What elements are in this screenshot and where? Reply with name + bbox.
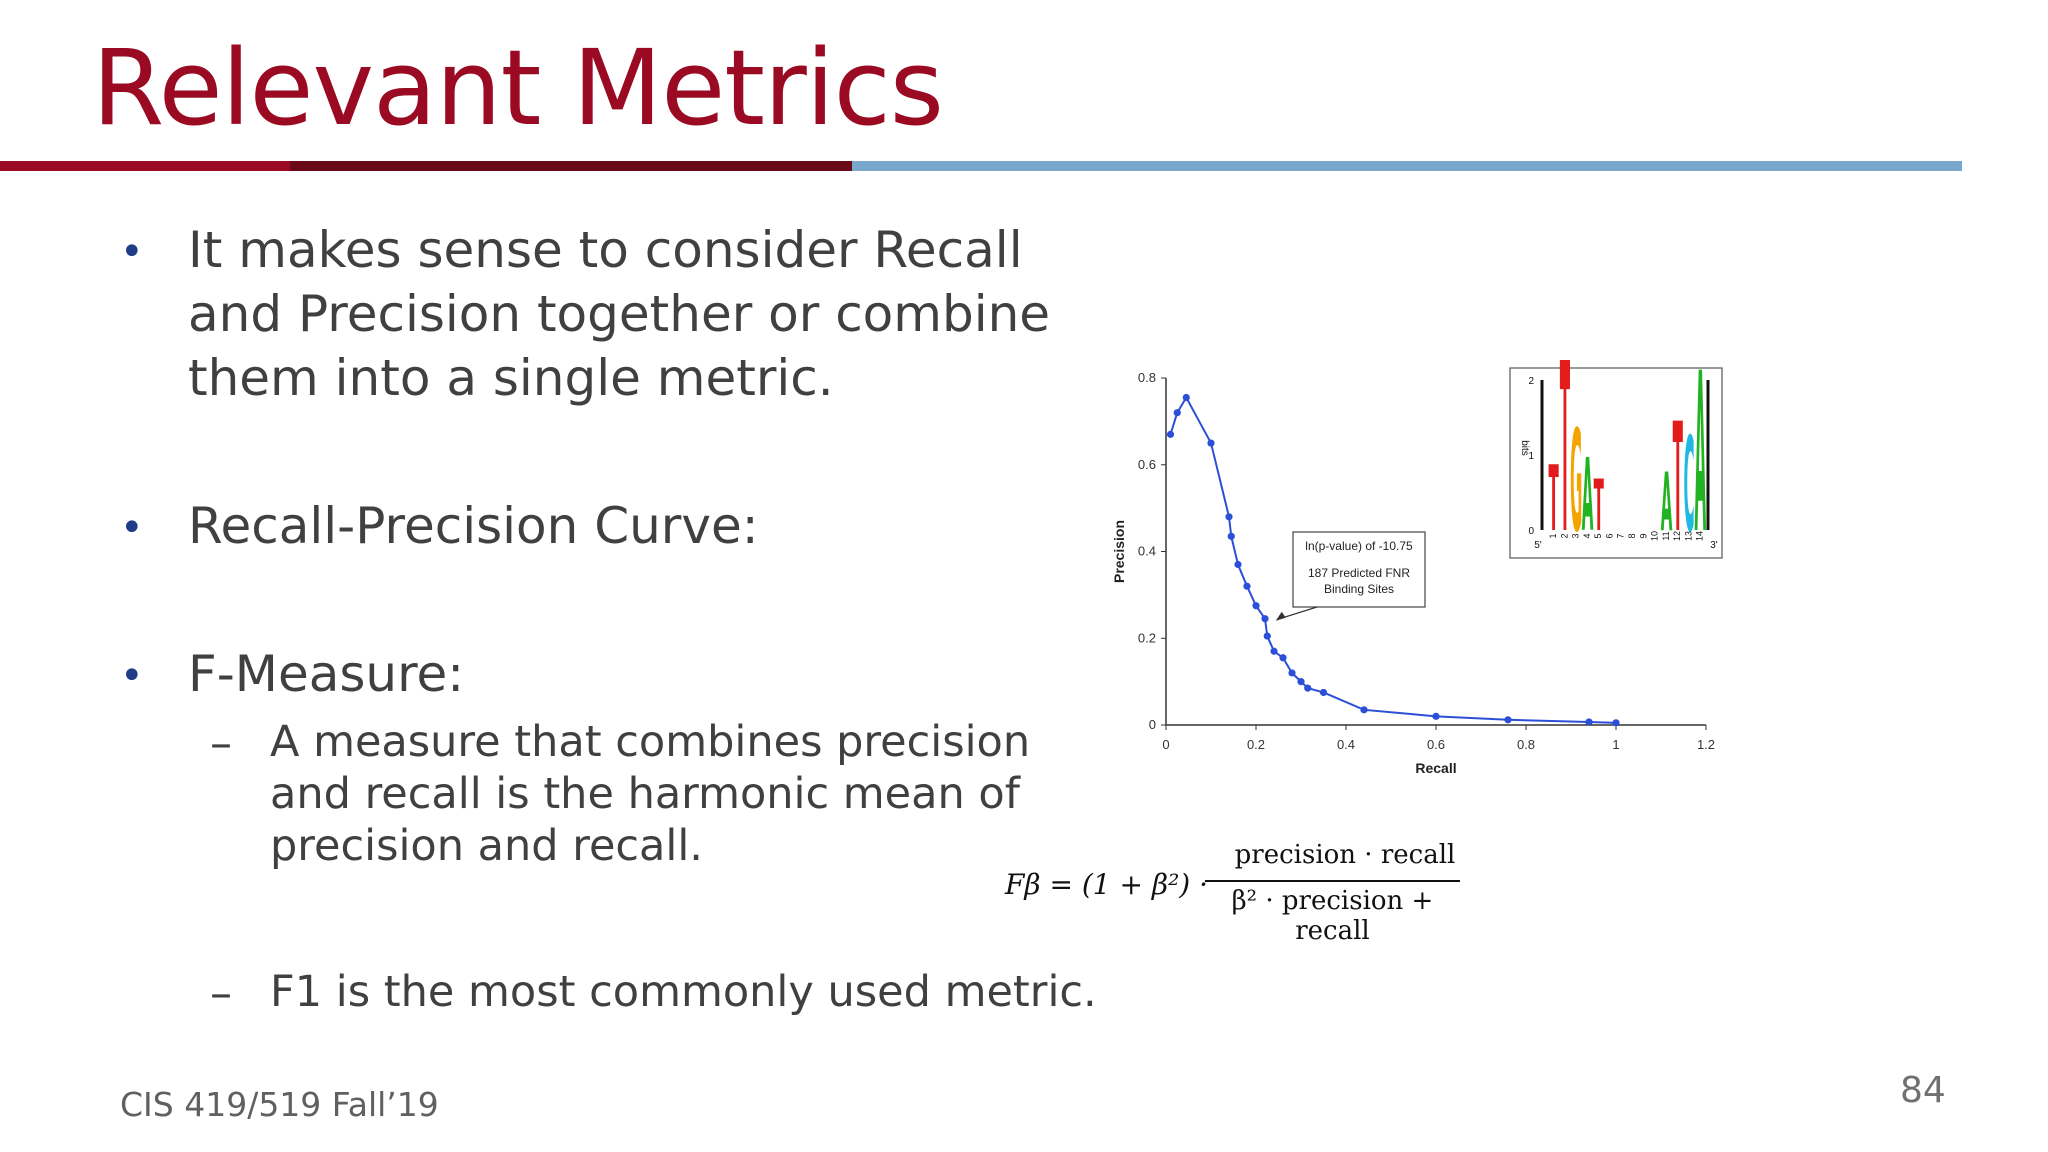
- data-point: [1304, 684, 1312, 692]
- x-tick-label: 0.6: [1427, 737, 1445, 752]
- inset-position-label: 12: [1672, 531, 1682, 541]
- bullet-1-line-1: It makes sense to consider Recall: [188, 221, 1023, 279]
- bullet-marker: •: [120, 505, 144, 551]
- data-point: [1207, 439, 1215, 447]
- bullet-2-line-1: Recall-Precision Curve:: [188, 497, 759, 555]
- data-point: [1263, 632, 1271, 640]
- bullet-1-line-2: and Precision together or combine: [188, 285, 1051, 343]
- inset-position-label: 9: [1638, 533, 1648, 538]
- annotation-line: ln(p-value) of -10.75: [1305, 539, 1413, 553]
- x-axis-label: Recall: [1415, 760, 1456, 776]
- x-tick-label: 1.2: [1697, 737, 1715, 752]
- bullet-1-line-3: them into a single metric.: [188, 349, 834, 407]
- bullet-marker: •: [120, 229, 144, 275]
- formula-lhs: Fβ = (1 + β²) ·: [1005, 868, 1209, 901]
- data-point: [1360, 706, 1368, 714]
- data-point: [1225, 513, 1233, 521]
- inset-ylabel: bits: [1519, 440, 1530, 456]
- slide-title: Relevant Metrics: [92, 27, 944, 149]
- x-tick-label: 0: [1162, 737, 1169, 752]
- data-point: [1297, 678, 1305, 686]
- inset-logo-letter: A: [1661, 456, 1673, 549]
- data-point: [1279, 654, 1287, 662]
- annotation-line: Binding Sites: [1324, 582, 1394, 596]
- data-point: [1227, 532, 1235, 540]
- inset-end-label: 3': [1710, 540, 1718, 551]
- subitem-marker: –: [210, 718, 232, 769]
- annotation-line: 187 Predicted FNR: [1308, 566, 1410, 580]
- inset-position-label: 13: [1683, 531, 1693, 541]
- data-point: [1182, 393, 1190, 402]
- subitem-1-line-1: A measure that combines precision: [270, 717, 1031, 767]
- f-measure-formula: Fβ = (1 + β²) · precision · recall β² · …: [1005, 840, 1465, 946]
- inset-ytick-label: 2: [1528, 376, 1534, 387]
- data-point: [1166, 430, 1175, 438]
- subitem-1-line-2: and recall is the harmonic mean of: [270, 769, 1020, 819]
- inset-position-label: 3: [1571, 533, 1581, 538]
- inset-logo-letter: C: [1684, 409, 1695, 561]
- x-tick-label: 0.4: [1337, 737, 1355, 752]
- data-point: [1612, 719, 1620, 727]
- series-line: [1169, 395, 1617, 724]
- inset-logo-letter: G: [1570, 402, 1582, 564]
- inset-end-label: 5': [1534, 540, 1542, 551]
- inset-position-label: 8: [1627, 533, 1637, 538]
- data-point: [1504, 716, 1512, 724]
- annotation-arrowhead: [1275, 611, 1286, 621]
- inset-position-label: 10: [1650, 531, 1660, 541]
- annotation-arrow-line: [1279, 606, 1318, 620]
- data-point: [1585, 718, 1593, 726]
- title-rule-red: [0, 161, 290, 171]
- data-point: [1319, 688, 1328, 697]
- subitem-marker: –: [210, 968, 232, 1019]
- y-tick-label: 0.4: [1138, 544, 1156, 559]
- y-tick-label: 0: [1149, 717, 1156, 732]
- data-point: [1234, 560, 1242, 569]
- inset-position-label: 4: [1582, 533, 1592, 538]
- title-rule-blue: [852, 161, 1962, 171]
- inset-logo-letter: T: [1549, 448, 1559, 553]
- data-point: [1432, 712, 1440, 720]
- y-tick-label: 0.2: [1138, 630, 1156, 645]
- formula-numerator: precision · recall: [1234, 840, 1456, 870]
- inset-position-label: 1: [1548, 533, 1558, 538]
- x-tick-label: 1: [1612, 737, 1619, 752]
- inset-position-label: 11: [1661, 531, 1671, 540]
- inset-position-label: 5: [1593, 533, 1603, 538]
- x-tick-label: 0.2: [1247, 737, 1265, 752]
- inset-position-label: 6: [1604, 533, 1614, 538]
- subitem-2-line-1: F1 is the most commonly used metric.: [270, 967, 1097, 1017]
- inset-position-label: 7: [1616, 533, 1626, 538]
- inset-logo-letter: T: [1560, 360, 1570, 588]
- inset-ytick-label: 1: [1528, 451, 1534, 462]
- inset-logo-frame: [1509, 367, 1723, 559]
- title-rule-dark: [290, 161, 852, 171]
- y-tick-label: 0.6: [1138, 457, 1156, 472]
- data-point: [1261, 615, 1269, 623]
- bullet-3-line-1: F-Measure:: [188, 645, 465, 703]
- y-axis-label: Precision: [1111, 520, 1127, 583]
- subitem-1-line-3: precision and recall.: [270, 821, 703, 871]
- inset-logo-letter: T: [1594, 465, 1604, 547]
- footer-course: CIS 419/519 Fall’19: [120, 1085, 439, 1124]
- inset-position-label: 14: [1695, 531, 1705, 541]
- formula-denominator: β² · precision + recall: [1231, 886, 1434, 946]
- data-point: [1288, 669, 1296, 677]
- inset-logo-letter: T: [1673, 392, 1683, 566]
- data-point: [1270, 647, 1278, 655]
- bullet-marker: •: [120, 653, 144, 699]
- inset-ytick-label: 0: [1528, 526, 1534, 537]
- annotation-box: [1292, 531, 1426, 608]
- x-tick-label: 0.8: [1517, 737, 1535, 752]
- data-point: [1173, 409, 1181, 417]
- data-point: [1243, 582, 1251, 590]
- formula-fraction-bar: [1205, 880, 1460, 882]
- data-point: [1252, 602, 1260, 610]
- recall-precision-chart: 0 0.2 0.4 0.6 0.8 1 1.2 0 0.2 0.4 0.6 0.8 Recall Prec…: [1111, 360, 1723, 776]
- y-tick-label: 0.8: [1138, 370, 1156, 385]
- page-number: 84: [1900, 1070, 1946, 1111]
- inset-logo-letter: A: [1695, 360, 1707, 582]
- inset-position-label: 2: [1559, 533, 1569, 538]
- inset-logo-letter: A: [1582, 438, 1594, 554]
